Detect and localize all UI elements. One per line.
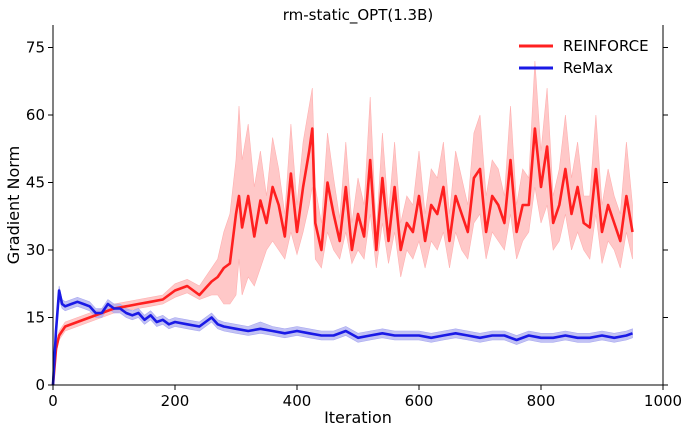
x-ticks: 0 200 400 600 800 1000: [48, 385, 682, 410]
line-remax: [51, 289, 633, 386]
y-tick-label: 15: [26, 309, 45, 327]
legend-label-reinforce: REINFORCE: [563, 37, 649, 55]
x-tick-label: 1000: [644, 392, 682, 410]
legend: REINFORCE ReMax: [519, 37, 649, 77]
series-lines: [51, 127, 634, 386]
x-tick-label: 600: [405, 392, 434, 410]
y-axis-label: Gradient Norm: [4, 146, 23, 264]
y-tick-label: 60: [26, 106, 45, 124]
x-axis-label: Iteration: [324, 408, 392, 427]
legend-label-remax: ReMax: [563, 59, 613, 77]
line-reinforce: [51, 127, 634, 386]
x-tick-label: 200: [161, 392, 190, 410]
y-ticks: 0 15 30 45 60 75: [26, 39, 668, 394]
y-tick-label: 0: [35, 376, 45, 394]
y-tick-label: 75: [26, 39, 45, 57]
y-tick-label: 30: [26, 241, 45, 259]
x-tick-label: 800: [527, 392, 556, 410]
chart-title: rm-static_OPT(1.3B): [283, 6, 433, 25]
y-tick-label: 45: [26, 174, 45, 192]
x-tick-label: 0: [48, 392, 58, 410]
x-tick-label: 400: [283, 392, 312, 410]
